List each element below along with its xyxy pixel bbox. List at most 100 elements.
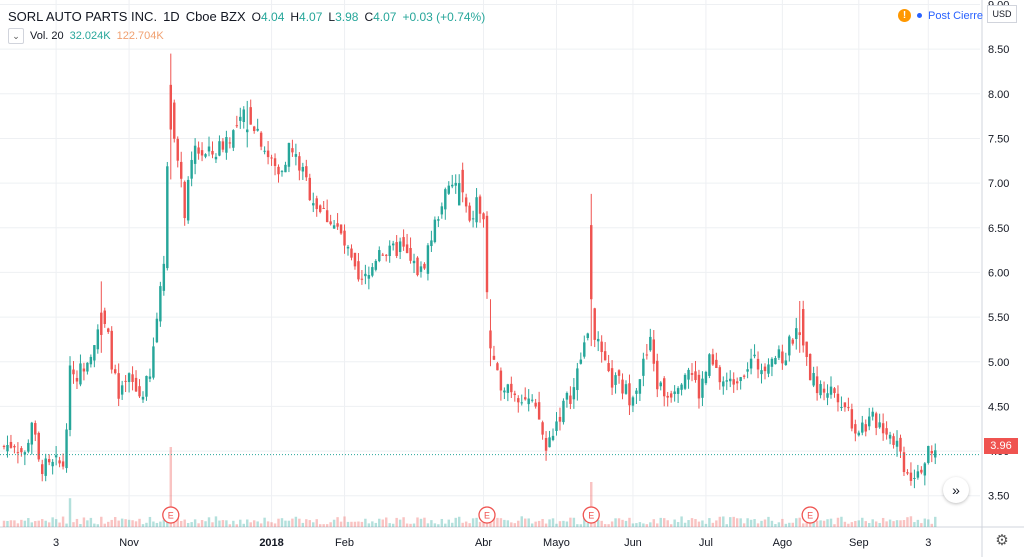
volume-bar xyxy=(305,519,308,527)
volume-bar xyxy=(836,517,840,527)
y-tick-label: 8.50 xyxy=(988,44,1009,56)
candle-body xyxy=(402,237,405,247)
earnings-event-icon xyxy=(801,506,819,524)
y-tick-label: 5.00 xyxy=(988,357,1009,369)
volume-bar xyxy=(596,519,600,527)
volume-bar xyxy=(784,523,788,527)
candle-body xyxy=(916,471,920,478)
volume-bar xyxy=(107,521,110,527)
warning-icon[interactable]: ! xyxy=(898,9,911,22)
earnings-event-marker[interactable]: E xyxy=(162,506,180,524)
candle-body xyxy=(61,461,65,467)
candle-body xyxy=(888,434,892,439)
candle-body xyxy=(440,206,444,215)
candle-body xyxy=(186,179,190,221)
volume-bar xyxy=(868,522,871,527)
volume-bar xyxy=(398,519,402,527)
candle-body xyxy=(100,312,103,335)
candle-body xyxy=(287,142,291,167)
volume-bar xyxy=(214,516,218,527)
candle-body xyxy=(107,328,110,332)
volume-bar xyxy=(565,521,569,527)
x-tick-label: Jul xyxy=(699,537,713,549)
candle-body xyxy=(555,421,558,432)
y-tick-label: 7.00 xyxy=(988,178,1009,190)
volume-bar xyxy=(850,522,854,527)
candle-body xyxy=(82,368,86,372)
candle-body xyxy=(697,374,701,399)
volume-bar xyxy=(51,517,54,527)
candle-body xyxy=(656,360,659,390)
volume-bar xyxy=(485,522,489,527)
earnings-event-marker[interactable]: E xyxy=(478,506,496,524)
candle-body xyxy=(371,267,374,276)
volume-bar xyxy=(656,523,659,527)
candle-body xyxy=(861,422,864,433)
volume-bar xyxy=(110,519,113,527)
volume-bar xyxy=(301,522,305,527)
candle-body xyxy=(423,263,426,269)
candle-body xyxy=(315,198,318,210)
volume-bar xyxy=(527,518,530,527)
candle-body xyxy=(638,379,642,394)
candle-body xyxy=(117,373,120,399)
candle-body xyxy=(610,368,614,388)
earnings-event-marker[interactable]: E xyxy=(801,506,819,524)
gear-icon[interactable]: ⚙ xyxy=(995,532,1009,549)
volume-bar xyxy=(9,520,13,527)
candle-body xyxy=(753,354,756,357)
candle-body xyxy=(416,257,419,276)
high-label: H xyxy=(290,9,300,24)
candle-body xyxy=(913,477,916,479)
candle-body xyxy=(27,442,30,452)
earnings-event-label: E xyxy=(807,511,813,521)
volume-bar xyxy=(457,516,461,527)
candle-body xyxy=(72,369,75,375)
volume-label[interactable]: Vol. 20 xyxy=(30,30,64,42)
volume-bar xyxy=(221,520,225,527)
volume-bar xyxy=(61,516,65,527)
volume-bar xyxy=(510,522,513,527)
volume-bar xyxy=(266,521,270,527)
volume-bar xyxy=(617,518,621,527)
earnings-event-marker[interactable]: E xyxy=(582,506,600,524)
session-status[interactable]: ! Post Cierre xyxy=(898,9,983,22)
symbol-name[interactable]: SORL AUTO PARTS INC. xyxy=(8,9,158,24)
volume-bar xyxy=(416,517,419,527)
chevron-down-icon[interactable]: ⌄ xyxy=(8,28,24,44)
candle-body xyxy=(558,416,562,422)
candle-body xyxy=(708,354,711,376)
volume-bar xyxy=(371,521,374,527)
volume-bar xyxy=(89,517,93,527)
volume-bar xyxy=(638,522,642,527)
volume-bar xyxy=(461,522,464,527)
currency-button[interactable]: USD xyxy=(987,5,1017,23)
candle-body xyxy=(927,445,930,463)
candle-body xyxy=(325,210,329,223)
volume-bar xyxy=(433,523,437,527)
price-axis[interactable]: 3.504.004.505.005.506.006.507.007.508.00… xyxy=(988,0,1009,503)
candle-body xyxy=(551,435,555,440)
candle-body xyxy=(89,356,93,365)
candle-body xyxy=(273,158,277,166)
volume-bar xyxy=(100,516,103,527)
candle-body xyxy=(357,261,360,280)
candle-body xyxy=(68,365,72,430)
time-axis[interactable]: 3 Nov 2018 Feb Abr Mayo Jun Jul Ago Sep 3 xyxy=(53,537,931,549)
volume-bar xyxy=(86,520,89,527)
volume-bar xyxy=(395,517,398,527)
earnings-event-icon xyxy=(582,506,600,524)
candle-body xyxy=(280,171,284,173)
volume-bar xyxy=(878,522,881,527)
scroll-to-realtime-button[interactable]: » xyxy=(943,477,969,503)
volume-bar xyxy=(906,517,909,527)
candle-body xyxy=(687,369,690,380)
volume-bar xyxy=(148,516,152,527)
session-label: Post Cierre xyxy=(928,9,984,22)
volume-bar xyxy=(652,519,656,527)
candle-body xyxy=(603,351,607,361)
interval-label[interactable]: 1D xyxy=(163,9,180,24)
